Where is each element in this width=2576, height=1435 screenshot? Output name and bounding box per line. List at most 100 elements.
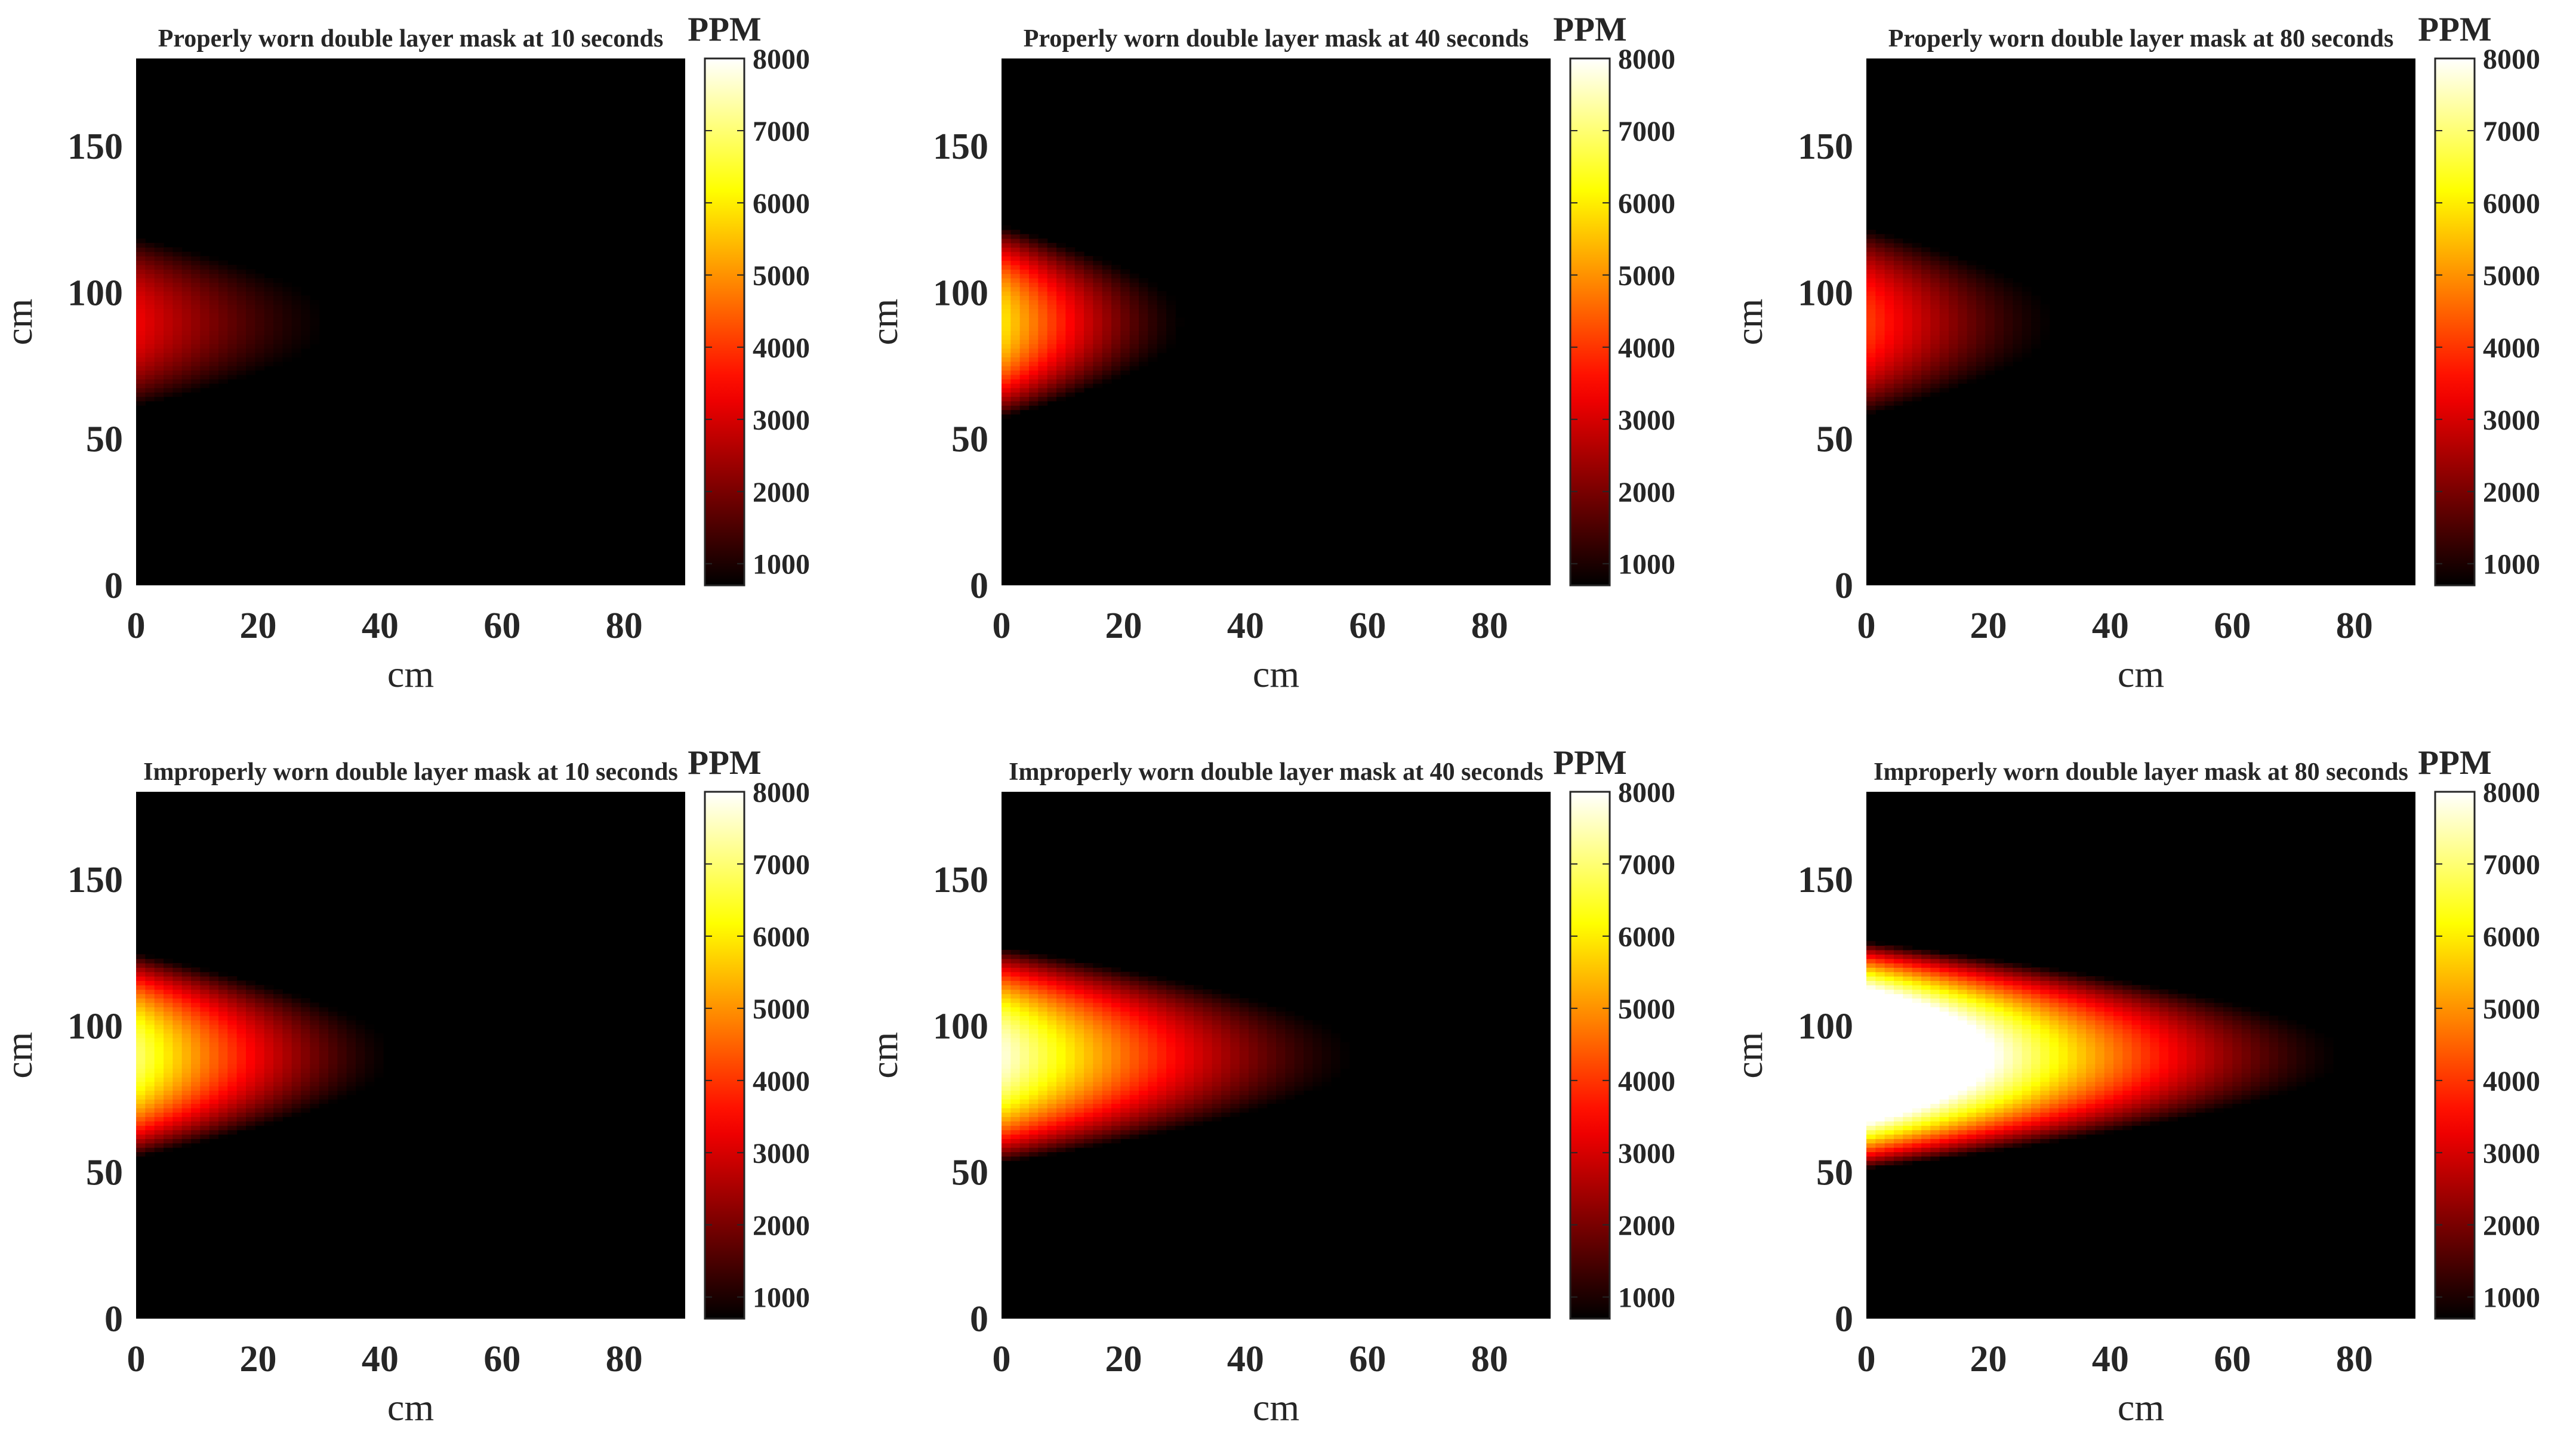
heatmap-cell (1249, 1020, 1258, 1025)
heatmap-cell (136, 1107, 146, 1113)
heatmap-cell (1875, 256, 1885, 261)
heatmap-cell (227, 1112, 238, 1118)
heatmap-cell (1921, 1007, 1931, 1012)
heatmap-cell (1884, 1051, 1894, 1056)
heatmap-cell (1002, 229, 1011, 234)
heatmap-cell (282, 1016, 292, 1021)
heatmap-cell (1111, 295, 1121, 301)
heatmap-cell (1321, 1055, 1332, 1060)
heatmap-cell (1010, 1099, 1021, 1104)
heatmap-cell (1939, 1072, 1949, 1078)
heatmap-cell (1111, 971, 1121, 977)
heatmap-cell (1002, 304, 1011, 310)
heatmap-cell (1994, 971, 2004, 977)
heatmap-cell (1930, 1094, 1940, 1100)
heatmap-cell (1157, 1072, 1167, 1078)
heatmap-cell (255, 1103, 265, 1109)
heatmap-cell (1921, 1077, 1931, 1082)
heatmap-cell (1958, 1064, 1968, 1069)
heatmap-cell (1976, 962, 1986, 968)
heatmap-cell (1029, 1033, 1039, 1038)
heatmap-cell (1002, 1130, 1011, 1135)
heatmap-cell (145, 243, 155, 248)
heatmap-cell (2059, 1130, 2068, 1135)
heatmap-cell (1139, 998, 1148, 1003)
heatmap-cell (227, 1130, 238, 1135)
heatmap-cell (1093, 1055, 1103, 1060)
heatmap-cell (1939, 1138, 1949, 1144)
y-tick-label: 50 (86, 1153, 123, 1193)
heatmap-cell (2013, 308, 2023, 314)
heatmap-cell (181, 387, 192, 393)
heatmap-cell (1967, 1002, 1977, 1008)
heatmap-cell (154, 1038, 164, 1043)
heatmap-cell (154, 396, 164, 402)
heatmap-cell (1949, 317, 1958, 323)
colorbar-tick-label: 6000 (753, 188, 810, 220)
heatmap-cell (1002, 1081, 1011, 1087)
heatmap-cell (1029, 998, 1039, 1003)
heatmap-cell (1102, 1116, 1112, 1122)
heatmap-cell (1093, 348, 1103, 353)
heatmap-cell (319, 1072, 329, 1078)
heatmap-cell (2031, 1046, 2041, 1051)
heatmap-cell (1093, 366, 1103, 371)
heatmap-cell (1994, 1138, 2004, 1144)
heatmap-cell (191, 317, 201, 323)
heatmap-cell (1129, 326, 1139, 331)
heatmap-cell (1019, 1138, 1030, 1144)
heatmap-cell (1958, 374, 1968, 379)
heatmap-cell (2013, 1107, 2023, 1113)
heatmap-cell (1139, 1112, 1148, 1118)
heatmap-cell (1258, 1077, 1268, 1082)
heatmap-cell (291, 1029, 301, 1034)
heatmap-cell (1239, 1090, 1249, 1095)
colorbar (704, 791, 745, 1320)
heatmap-cell (136, 256, 146, 261)
heatmap-cell (1047, 370, 1057, 375)
heatmap-cell (1065, 300, 1076, 305)
heatmap-cell (1102, 286, 1112, 292)
heatmap-cell (1967, 313, 1977, 318)
heatmap-cell (1903, 945, 1913, 951)
x-axis-label: cm (387, 653, 434, 695)
heatmap-cell (1148, 998, 1158, 1003)
heatmap-cell (1065, 1103, 1076, 1109)
heatmap-cell (181, 277, 192, 283)
heatmap-cell (1111, 1134, 1121, 1139)
heatmap-cell (209, 1081, 219, 1087)
heatmap-cell (1019, 1125, 1030, 1131)
heatmap-cell (209, 339, 219, 344)
heatmap-cell (1148, 291, 1158, 296)
heatmap-cell (1056, 353, 1066, 357)
heatmap-cell (1074, 1077, 1084, 1082)
heatmap-cell (145, 251, 155, 257)
heatmap-cell (1903, 1016, 1913, 1021)
heatmap-cell (1875, 282, 1885, 288)
heatmap-cell (1029, 370, 1039, 375)
heatmap-cell (2067, 1020, 2078, 1025)
heatmap-cell (1875, 1165, 1885, 1170)
heatmap-cell (1866, 1134, 1876, 1139)
heatmap-cell (1029, 392, 1039, 397)
heatmap-cell (1157, 1024, 1167, 1029)
heatmap-cell (1029, 1064, 1039, 1069)
heatmap-cell (1120, 1059, 1130, 1064)
heatmap-cell (154, 260, 164, 266)
heatmap-cell (264, 989, 274, 995)
heatmap-cell (1010, 1038, 1021, 1043)
heatmap-cell (1047, 357, 1057, 362)
heatmap-cell (1994, 313, 2004, 318)
heatmap-cell (1884, 370, 1894, 375)
heatmap-cell (1120, 282, 1130, 288)
heatmap-cell (1111, 1059, 1121, 1064)
heatmap-cell (1230, 1103, 1240, 1109)
heatmap-cell (1976, 1064, 1986, 1069)
heatmap-cell (1019, 396, 1030, 402)
heatmap-cell (1921, 993, 1931, 999)
heatmap-cell (1285, 1086, 1295, 1091)
heatmap-cell (136, 322, 146, 327)
heatmap-cell (1002, 962, 1011, 968)
heatmap-cell (1985, 1107, 1995, 1113)
heatmap-cell (1129, 335, 1139, 340)
